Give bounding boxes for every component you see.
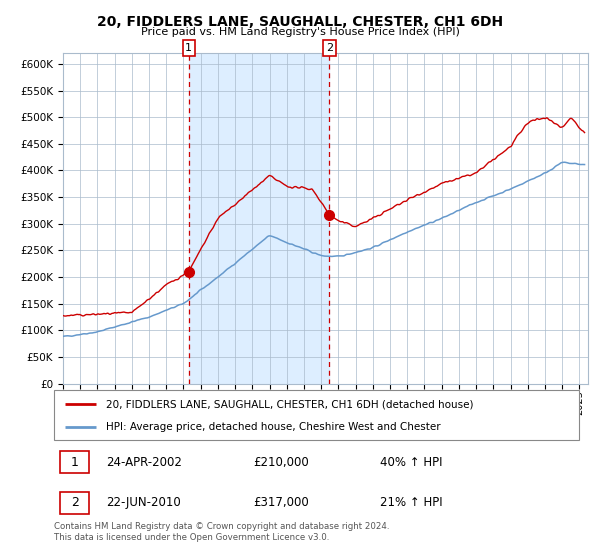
FancyBboxPatch shape <box>54 390 579 440</box>
Text: £317,000: £317,000 <box>254 496 309 510</box>
Text: This data is licensed under the Open Government Licence v3.0.: This data is licensed under the Open Gov… <box>54 533 329 542</box>
Text: 1: 1 <box>71 455 79 469</box>
Text: 22-JUN-2010: 22-JUN-2010 <box>107 496 181 510</box>
Text: HPI: Average price, detached house, Cheshire West and Chester: HPI: Average price, detached house, Ches… <box>107 422 441 432</box>
Text: Price paid vs. HM Land Registry's House Price Index (HPI): Price paid vs. HM Land Registry's House … <box>140 27 460 37</box>
Text: 2: 2 <box>326 43 333 53</box>
Text: 2: 2 <box>71 496 79 510</box>
Text: 1: 1 <box>185 43 193 53</box>
FancyBboxPatch shape <box>60 451 89 473</box>
Text: Contains HM Land Registry data © Crown copyright and database right 2024.: Contains HM Land Registry data © Crown c… <box>54 522 389 531</box>
Text: 24-APR-2002: 24-APR-2002 <box>107 455 182 469</box>
Bar <box>189 53 329 384</box>
Text: £210,000: £210,000 <box>254 455 309 469</box>
Text: 20, FIDDLERS LANE, SAUGHALL, CHESTER, CH1 6DH: 20, FIDDLERS LANE, SAUGHALL, CHESTER, CH… <box>97 15 503 29</box>
Text: 21% ↑ HPI: 21% ↑ HPI <box>380 496 442 510</box>
Text: 20, FIDDLERS LANE, SAUGHALL, CHESTER, CH1 6DH (detached house): 20, FIDDLERS LANE, SAUGHALL, CHESTER, CH… <box>107 399 474 409</box>
Text: 40% ↑ HPI: 40% ↑ HPI <box>380 455 442 469</box>
FancyBboxPatch shape <box>60 492 89 514</box>
